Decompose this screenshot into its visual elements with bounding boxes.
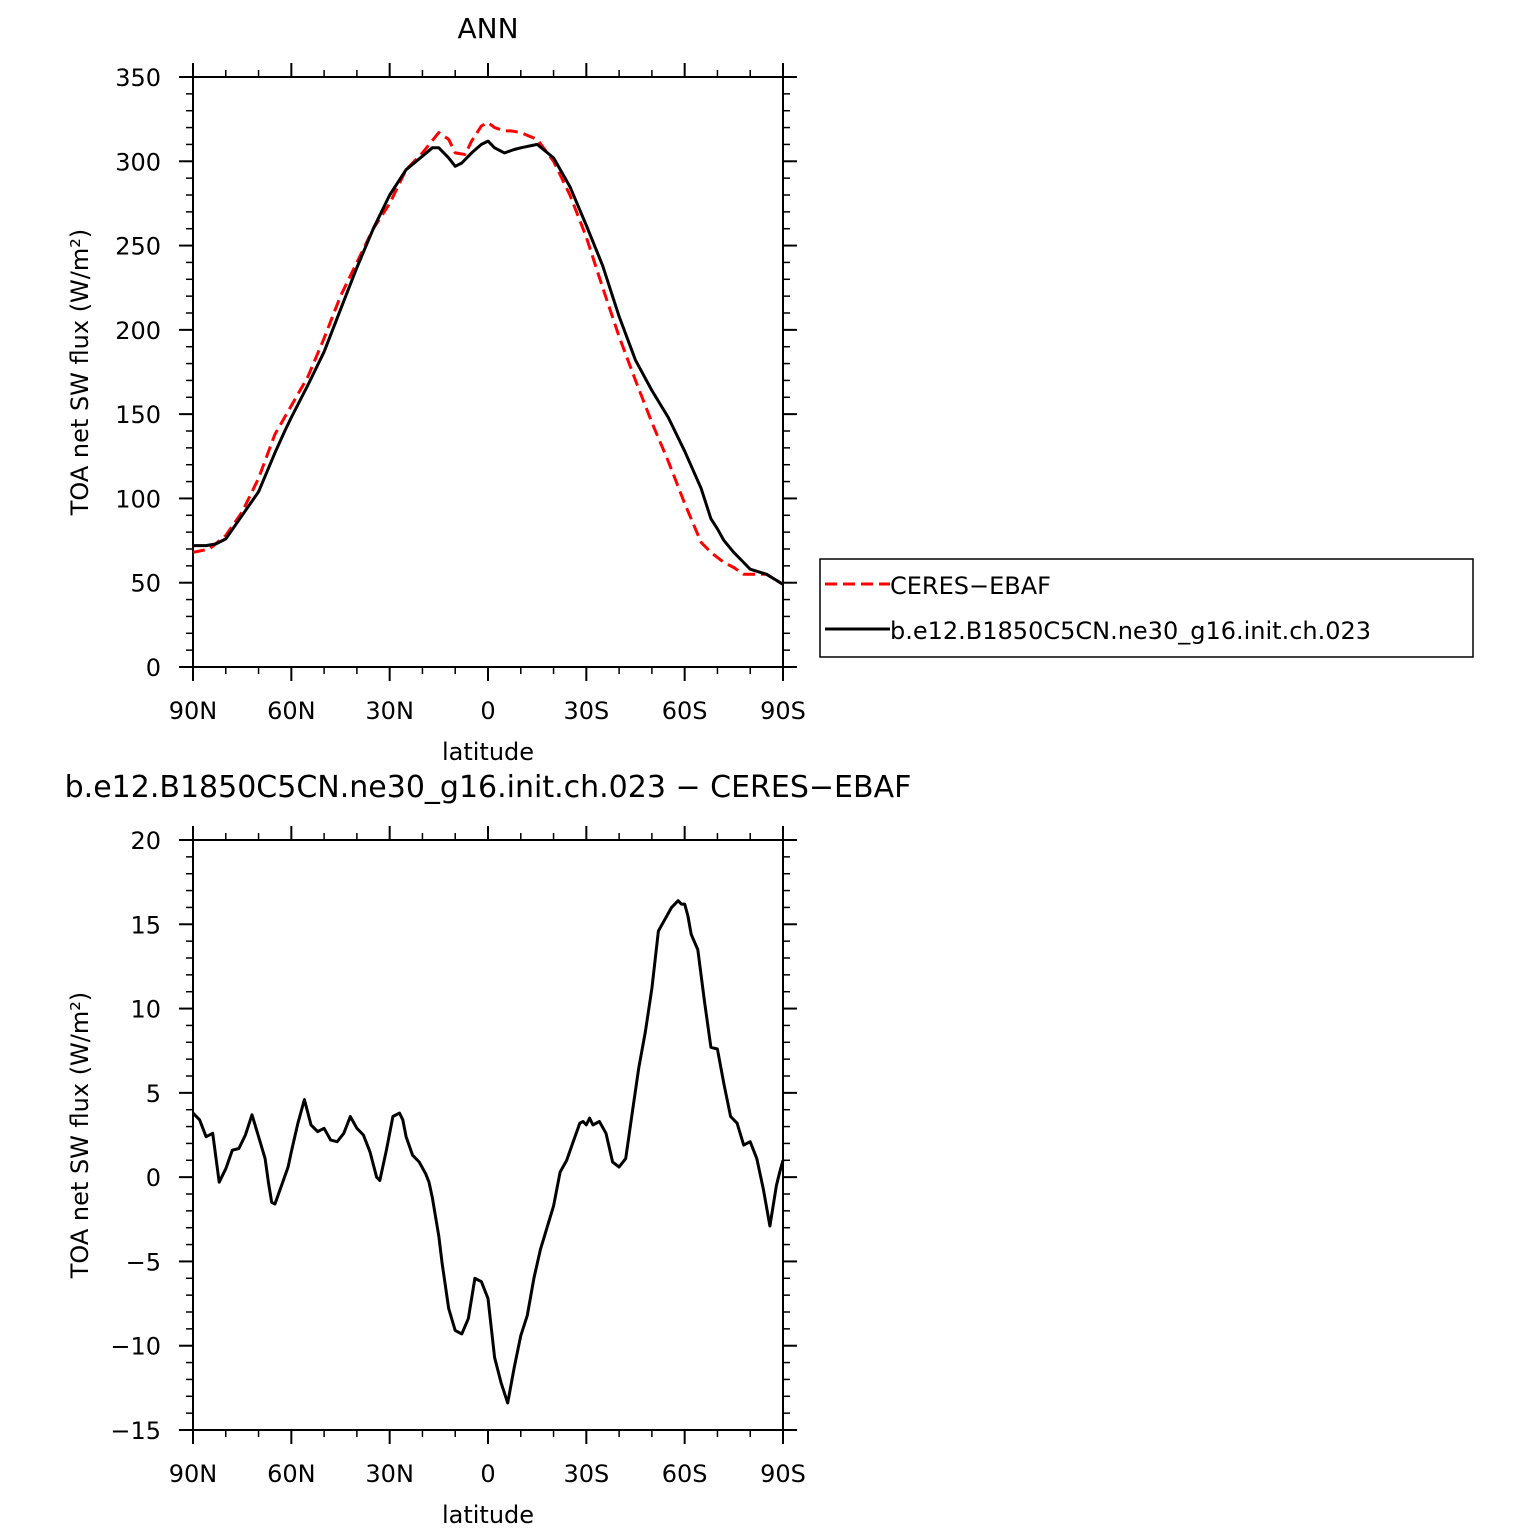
y-tick-label: 250 bbox=[115, 233, 161, 261]
x-tick-label: 90S bbox=[760, 697, 806, 725]
y-tick-label: 15 bbox=[130, 911, 161, 939]
y-tick-label: 0 bbox=[146, 1164, 161, 1192]
top-x-axis-label: latitude bbox=[442, 738, 534, 766]
top-series-line-1 bbox=[193, 139, 784, 586]
x-tick-label: 0 bbox=[480, 1460, 495, 1488]
top-chart-title: ANN bbox=[457, 12, 518, 45]
bottom-plot-frame bbox=[192, 839, 784, 1431]
x-tick-label: 90N bbox=[169, 1460, 218, 1488]
y-tick-label: 20 bbox=[130, 827, 161, 855]
bottom-chart: b.e12.B1850C5CN.ne30_g16.init.ch.023 − C… bbox=[65, 770, 912, 1529]
x-tick-label: 30N bbox=[365, 697, 414, 725]
legend-label-model: b.e12.B1850C5CN.ne30_g16.init.ch.023 bbox=[890, 617, 1371, 645]
bottom-y-tick-labels: −15 −10 −5 0 5 10 15 20 bbox=[110, 827, 161, 1445]
y-tick-label: 100 bbox=[115, 485, 161, 513]
top-series-lines bbox=[192, 121, 784, 586]
y-tick-label: −5 bbox=[126, 1248, 161, 1276]
top-x-tick-labels: 90N 60N 30N 0 30S 60S 90S bbox=[169, 697, 806, 725]
x-tick-label: 60S bbox=[662, 697, 708, 725]
top-y-tick-labels: 0 50 100 150 200 250 300 350 bbox=[115, 64, 161, 682]
x-tick-label: 30S bbox=[563, 697, 609, 725]
top-plot-frame bbox=[192, 76, 784, 668]
bottom-y-axis-label: TOA net SW flux (W/m²) bbox=[66, 992, 94, 1280]
top-axis-ticks bbox=[179, 63, 797, 681]
x-tick-label: 30S bbox=[563, 1460, 609, 1488]
bottom-x-tick-labels: 90N 60N 30N 0 30S 60S 90S bbox=[169, 1460, 806, 1488]
legend: CERES−EBAF b.e12.B1850C5CN.ne30_g16.init… bbox=[819, 558, 1474, 658]
y-tick-label: 200 bbox=[115, 317, 161, 345]
legend-label-ceres: CERES−EBAF bbox=[890, 572, 1051, 600]
y-tick-label: 0 bbox=[146, 654, 161, 682]
x-tick-label: 60N bbox=[267, 697, 316, 725]
x-tick-label: 0 bbox=[480, 697, 495, 725]
bottom-series-line-0 bbox=[191, 899, 785, 1405]
top-chart: ANN 90N 60N 30N 0 30S 60S 90S 0 50 100 150 200 250 3… bbox=[66, 12, 806, 766]
y-tick-label: 50 bbox=[130, 570, 161, 598]
bottom-chart-title: b.e12.B1850C5CN.ne30_g16.init.ch.023 − C… bbox=[65, 770, 912, 805]
legend-box bbox=[819, 558, 1474, 658]
y-tick-label: 150 bbox=[115, 401, 161, 429]
x-tick-label: 90S bbox=[760, 1460, 806, 1488]
x-tick-label: 60N bbox=[267, 1460, 316, 1488]
bottom-axis-ticks bbox=[179, 826, 797, 1444]
x-tick-label: 60S bbox=[662, 1460, 708, 1488]
y-tick-label: 300 bbox=[115, 148, 161, 176]
bottom-series-lines bbox=[191, 899, 785, 1405]
y-tick-label: −15 bbox=[110, 1417, 161, 1445]
top-series-line-0 bbox=[192, 121, 784, 586]
y-tick-label: 10 bbox=[130, 996, 161, 1024]
y-tick-label: −10 bbox=[110, 1333, 161, 1361]
bottom-x-axis-label: latitude bbox=[442, 1501, 534, 1529]
x-tick-label: 30N bbox=[365, 1460, 414, 1488]
y-tick-label: 350 bbox=[115, 64, 161, 92]
y-tick-label: 5 bbox=[146, 1080, 161, 1108]
top-y-axis-label: TOA net SW flux (W/m²) bbox=[66, 229, 94, 517]
x-tick-label: 90N bbox=[169, 697, 218, 725]
